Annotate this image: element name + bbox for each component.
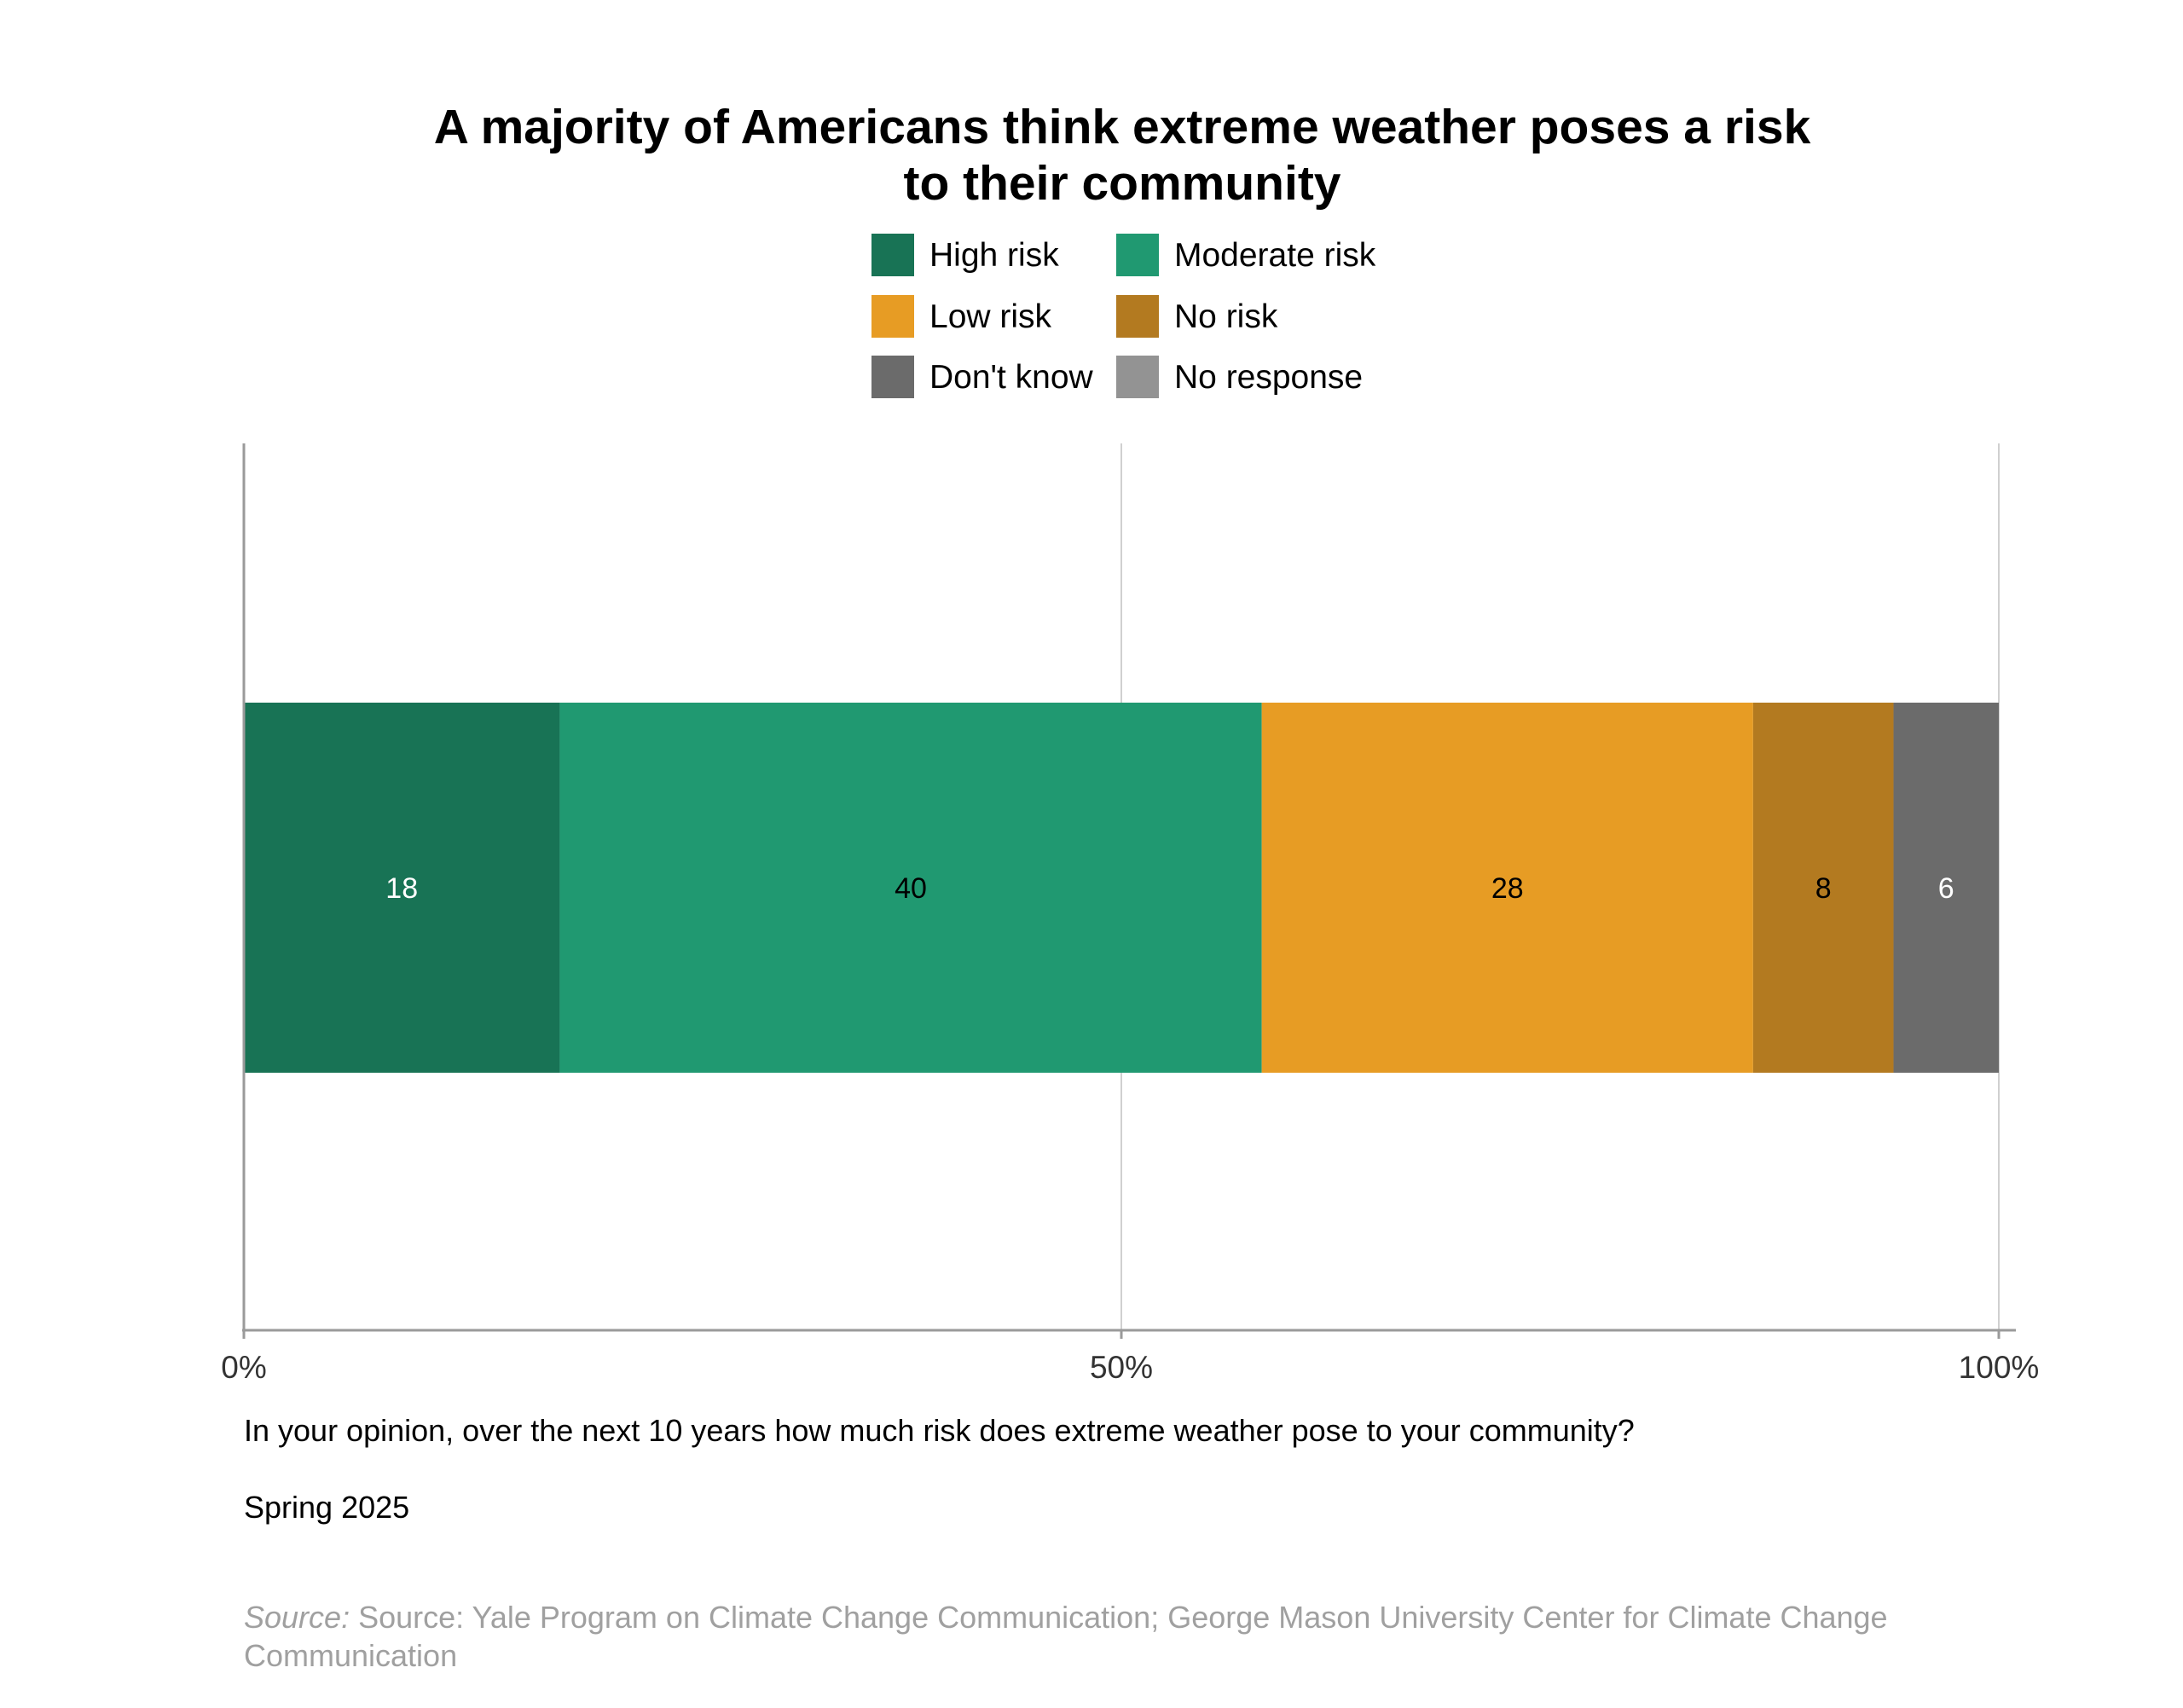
legend-swatch-moderate-risk: [1116, 234, 1159, 276]
bar-segment-high-risk: [244, 703, 560, 1073]
x-tick-label-100: 100%: [1959, 1350, 2040, 1385]
legend-swatch-don-t-know: [871, 356, 914, 398]
data-label-don-t-know: 6: [1938, 872, 1954, 905]
legend-swatch-low-risk: [871, 295, 914, 338]
bar-segment-don-t-know: [1893, 703, 1999, 1073]
legend-swatch-no-response: [1116, 356, 1159, 398]
bar-segment-low-risk: [1261, 703, 1753, 1073]
wave-caption: Spring 2025: [244, 1490, 410, 1525]
chart-title: A majority of Americans think extreme we…: [433, 100, 1811, 211]
data-label-no-risk: 8: [1815, 872, 1832, 905]
bar-segment-moderate-risk: [559, 703, 1262, 1073]
legend-label-don-t-know: Don't know: [929, 359, 1093, 396]
x-tick-label-0: 0%: [221, 1350, 266, 1385]
legend-label-high-risk: High risk: [929, 237, 1059, 274]
x-tick-label-50: 50%: [1090, 1350, 1153, 1385]
legend-swatch-no-risk: [1116, 295, 1159, 338]
plot-area: 18 40 28 8 6 0% 50% 100%: [221, 443, 2040, 1385]
data-label-moderate-risk: 40: [895, 872, 927, 905]
legend-label-low-risk: Low risk: [929, 298, 1052, 335]
legend-label-no-response: No response: [1174, 359, 1364, 396]
legend-label-no-risk: No risk: [1174, 298, 1278, 335]
data-label-low-risk: 28: [1491, 872, 1524, 905]
bar-segment-no-risk: [1752, 703, 1894, 1073]
data-label-high-risk: 18: [385, 872, 418, 905]
question-caption: In your opinion, over the next 10 years …: [244, 1413, 1635, 1448]
source-text: Source: Yale Program on Climate Change C…: [244, 1600, 1888, 1673]
legend-label-moderate-risk: Moderate risk: [1174, 237, 1376, 274]
source-prefix: Source:: [244, 1600, 350, 1635]
legend-swatch-high-risk: [871, 234, 914, 276]
source-note: Source: Source: Yale Program on Climate …: [244, 1598, 2018, 1675]
